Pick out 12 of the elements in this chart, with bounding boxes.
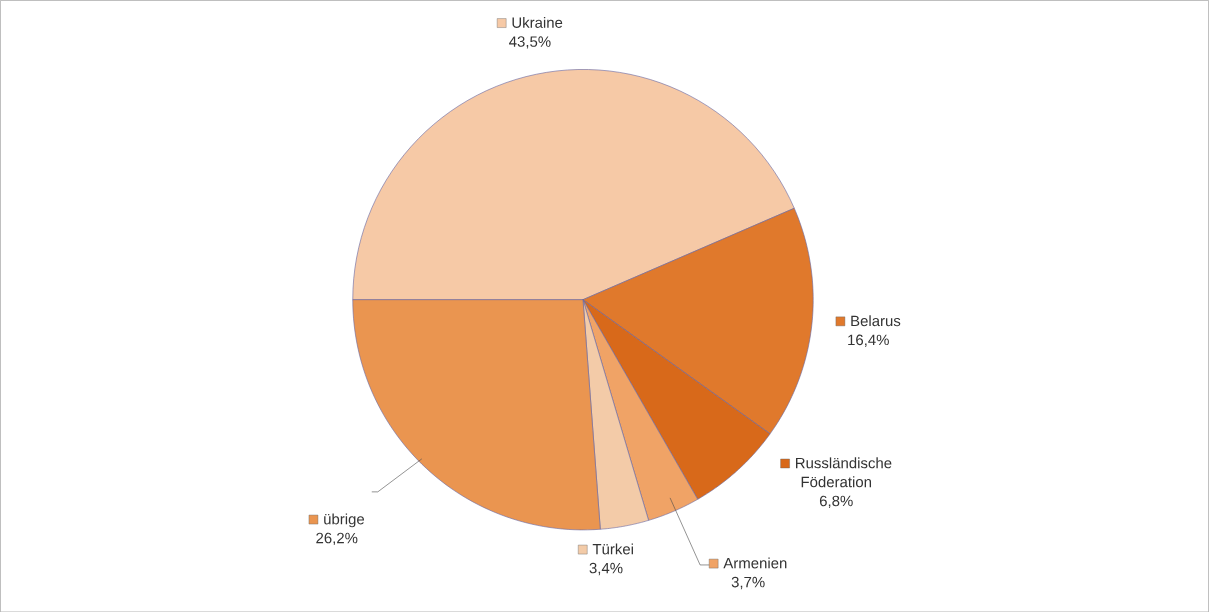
legend-label: Belarus xyxy=(851,315,901,327)
data-label: 6,8% xyxy=(819,495,853,508)
legend-label: Ukraine xyxy=(512,16,563,28)
legend-label: Russländische Föderation xyxy=(796,457,892,488)
legend-label: Türkei xyxy=(592,543,633,555)
data-label: 26,2% xyxy=(316,532,358,545)
data-label: 3,7% xyxy=(731,576,765,589)
legend-label: übrige xyxy=(324,513,365,528)
data-label: 3,4% xyxy=(589,562,623,575)
legend-label: Armenien xyxy=(723,557,787,569)
data-label: 43,5% xyxy=(509,36,551,49)
data-label: 16,4% xyxy=(848,334,889,347)
